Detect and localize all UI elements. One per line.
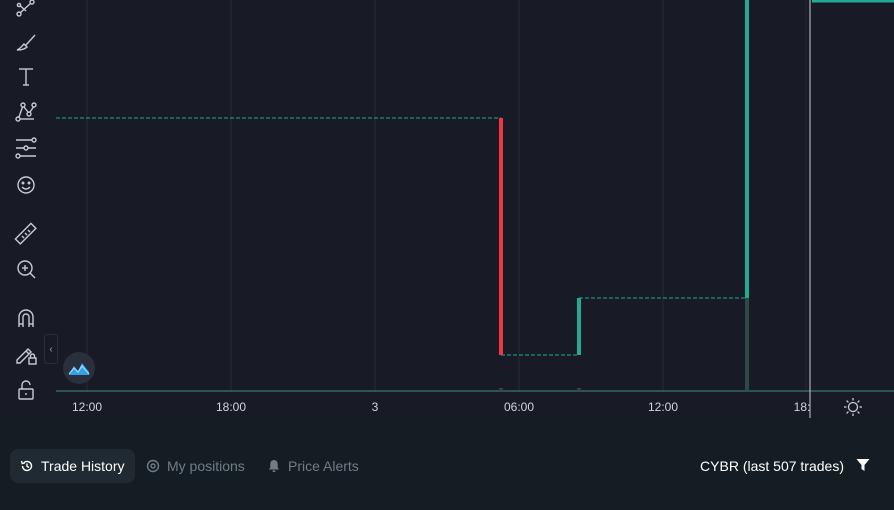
bottom-panel: Trade History My positions Price Alerts … xyxy=(0,430,894,510)
tab-label: My positions xyxy=(167,458,245,474)
emoji-tool-icon[interactable] xyxy=(12,171,40,199)
target-icon xyxy=(146,459,160,473)
tab-price-alerts[interactable]: Price Alerts xyxy=(257,449,369,483)
brush-tool-icon[interactable] xyxy=(12,28,40,56)
lock-drawings-tool-icon[interactable] xyxy=(12,340,40,368)
tab-label: Trade History xyxy=(41,458,125,474)
price-step-up xyxy=(577,298,581,355)
x-tick-label: 3 xyxy=(371,400,379,414)
volume-bar xyxy=(499,388,503,391)
volume-bar xyxy=(745,298,749,391)
symbol-trade-count: CYBR (last 507 trades) xyxy=(700,458,844,474)
trend-line-tool-icon[interactable] xyxy=(12,0,40,23)
ruler-tool-icon[interactable] xyxy=(12,220,40,248)
x-tick-label: 12:00 xyxy=(71,400,103,414)
price-step-down xyxy=(499,118,503,355)
bell-icon xyxy=(269,460,279,472)
text-tool-icon[interactable] xyxy=(12,63,40,91)
drawing-toolbar xyxy=(0,0,52,418)
pattern-tool-icon[interactable] xyxy=(12,98,40,126)
price-chart[interactable] xyxy=(0,0,894,418)
fib-retracement-tool-icon[interactable] xyxy=(12,134,40,162)
price-step-up xyxy=(745,0,749,298)
sun-settings-icon[interactable] xyxy=(843,397,863,417)
tab-my-positions[interactable]: My positions xyxy=(136,449,255,483)
tab-label: Price Alerts xyxy=(288,458,359,474)
volume-bar xyxy=(577,388,581,391)
chart-panel[interactable]: ‹ 12:00 18:00 3 06:00 12:00 18: xyxy=(0,0,894,418)
chart-logo-icon xyxy=(63,352,95,384)
x-tick-label: 12:00 xyxy=(647,400,679,414)
zoom-in-tool-icon[interactable] xyxy=(12,255,40,283)
x-tick-label: 06:00 xyxy=(503,400,535,414)
toolbar-collapse-handle[interactable]: ‹ xyxy=(44,334,58,364)
filter-icon[interactable] xyxy=(856,458,870,472)
unlock-tool-icon[interactable] xyxy=(12,376,40,404)
history-icon xyxy=(20,460,33,472)
tab-trade-history[interactable]: Trade History xyxy=(10,449,135,483)
magnet-tool-icon[interactable] xyxy=(12,304,40,332)
x-tick-label: 18:00 xyxy=(215,400,247,414)
x-tick-label: 18: xyxy=(793,400,811,414)
